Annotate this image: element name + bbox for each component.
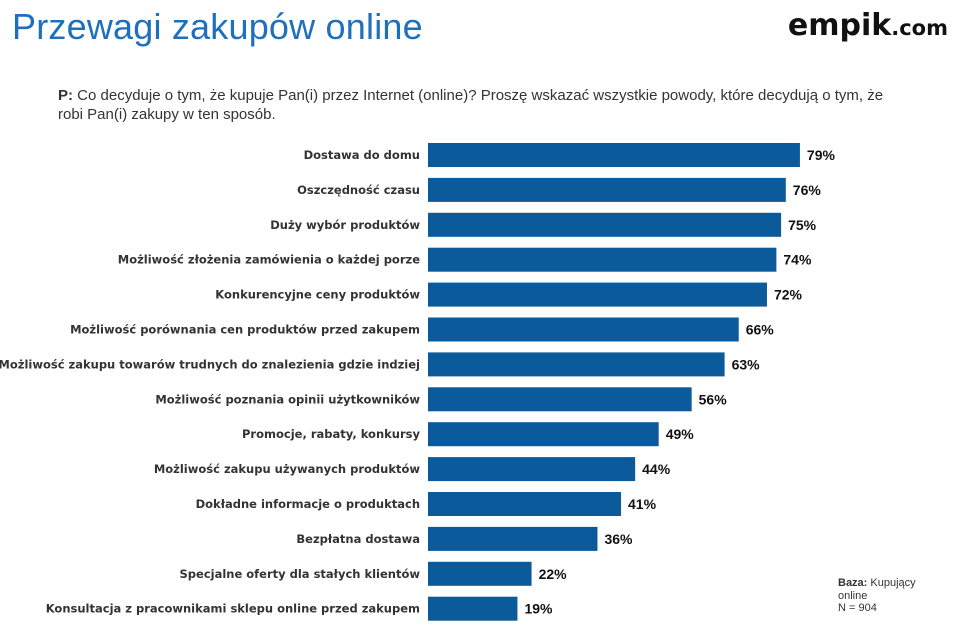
base-label: Baza: — [838, 577, 868, 589]
value-label: 79% — [807, 147, 836, 163]
category-label: Promocje, rabaty, konkursy — [242, 427, 420, 441]
value-label: 66% — [746, 322, 775, 338]
bar — [428, 457, 636, 482]
survey-question: P: Co decyduje o tym, że kupuje Pan(i) p… — [58, 86, 888, 124]
base-sample-size: N = 904 — [838, 602, 877, 614]
bar — [428, 526, 598, 551]
category-label: Możliwość porównania cen produktów przed… — [70, 323, 420, 337]
category-label: Możliwość złożenia zamówienia o każdej p… — [118, 253, 420, 267]
bar — [428, 492, 622, 516]
category-label: Bezpłatna dostawa — [296, 532, 420, 546]
bar — [428, 596, 518, 621]
value-label: 36% — [604, 531, 633, 547]
value-label: 49% — [666, 426, 695, 442]
bar — [428, 387, 692, 412]
bar — [428, 177, 786, 202]
category-label: Oszczędność czasu — [297, 183, 420, 197]
empik-logo: empik.com — [788, 8, 948, 43]
bar — [428, 422, 659, 447]
question-prefix: P: — [58, 87, 73, 104]
category-label: Możliwość poznania opinii użytkowników — [155, 392, 420, 406]
bar — [428, 212, 782, 237]
value-label: 22% — [539, 566, 568, 582]
category-label: Dokładne informacje o produktach — [196, 497, 420, 511]
value-label: 72% — [774, 287, 803, 303]
value-label: 75% — [788, 217, 817, 233]
bar — [428, 317, 739, 342]
bar — [428, 282, 767, 307]
bar — [428, 143, 800, 167]
category-label: Możliwość zakupu towarów trudnych do zna… — [0, 357, 420, 371]
bar — [428, 247, 777, 272]
value-label: 63% — [732, 356, 761, 372]
logo-domain: .com — [891, 16, 948, 40]
category-label: Konsultacja z pracownikami sklepu online… — [46, 602, 420, 616]
category-label: Dostawa do domu — [304, 148, 420, 162]
bar — [428, 352, 725, 377]
value-label: 74% — [783, 252, 812, 268]
question-text: Co decyduje o tym, że kupuje Pan(i) prze… — [58, 87, 884, 123]
category-label: Możliwość zakupu używanych produktów — [154, 462, 421, 476]
value-label: 44% — [642, 461, 671, 477]
page-title: Przewagi zakupów online — [12, 6, 423, 47]
category-label: Specjalne oferty dla stałych klientów — [180, 567, 421, 581]
category-label: Duży wybór produktów — [270, 218, 420, 232]
category-label: Konkurencyjne ceny produktów — [215, 288, 420, 302]
value-label: 19% — [524, 601, 553, 617]
value-label: 41% — [628, 496, 657, 512]
value-label: 76% — [793, 182, 822, 198]
sample-base-note: Baza: Kupujący online N = 904 — [838, 577, 948, 615]
bar — [428, 561, 532, 586]
logo-main: empik — [787, 8, 892, 43]
value-label: 56% — [699, 391, 728, 407]
base-text: Kupujący online — [838, 577, 916, 602]
